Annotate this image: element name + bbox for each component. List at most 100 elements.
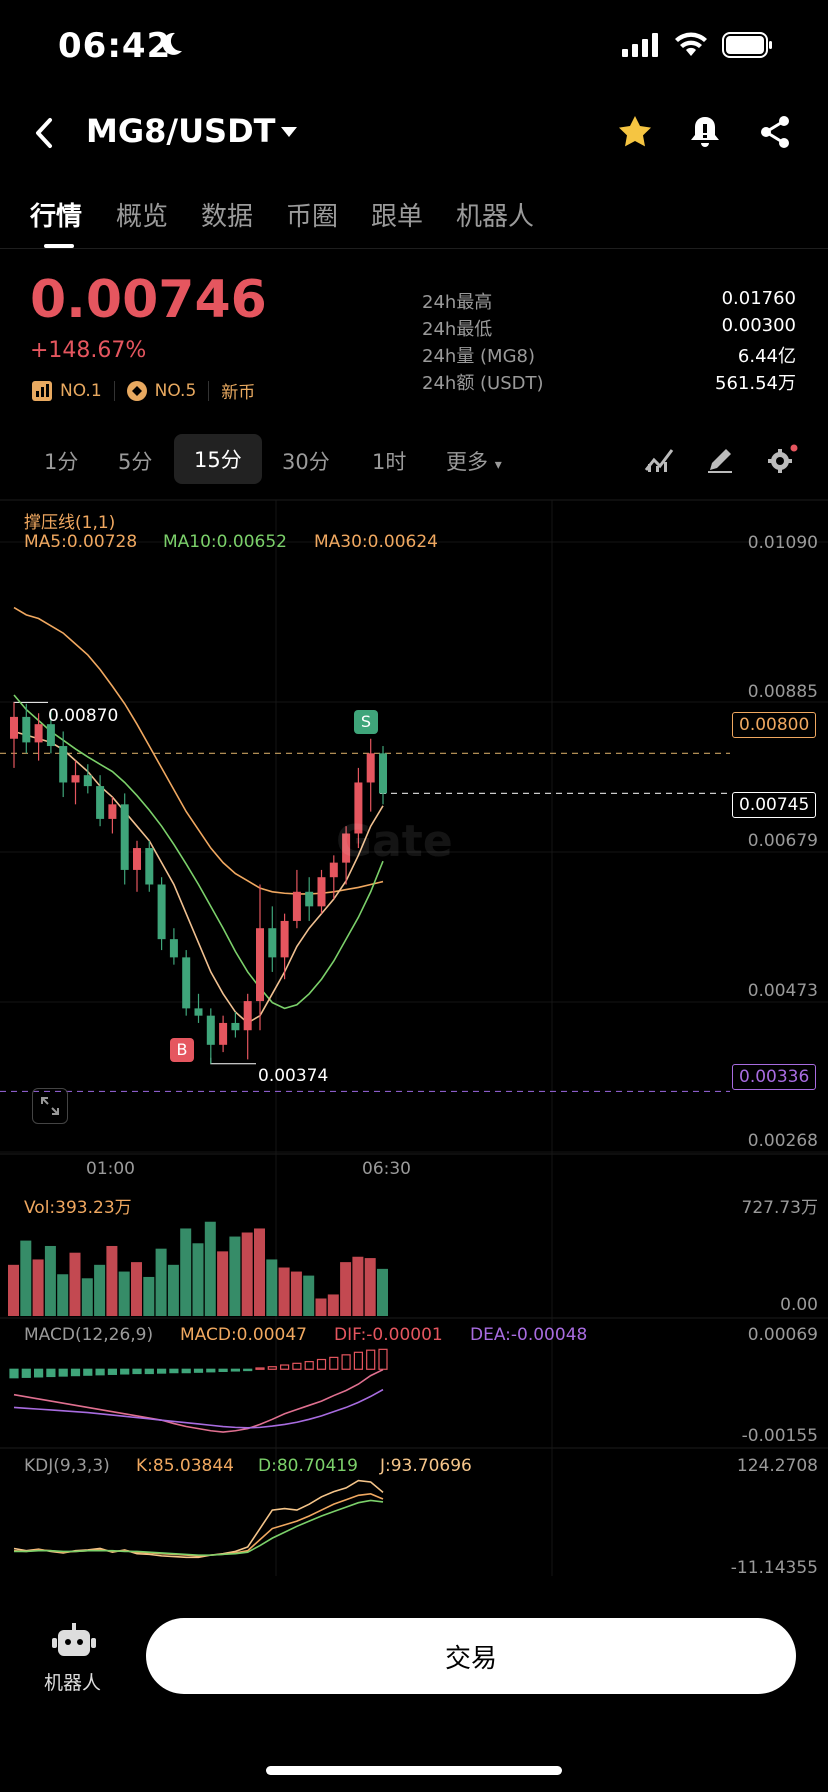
macd-histogram-bar xyxy=(292,1362,302,1370)
candle-body xyxy=(157,884,166,940)
buy-marker[interactable]: B xyxy=(170,1038,194,1062)
volume-bar xyxy=(180,1228,192,1316)
price-alert-bell-icon[interactable] xyxy=(688,114,722,150)
kdj-y-bottom: -11.14355 xyxy=(730,1558,818,1578)
chart-settings-gear-icon[interactable] xyxy=(766,444,798,476)
ma10-line xyxy=(13,694,384,1010)
rank-badges: NO.1 NO.5 新币 xyxy=(32,378,255,403)
gate-watermark: Gate xyxy=(336,816,453,867)
dea-value: DEA:-0.00048 xyxy=(470,1325,588,1345)
indicator-chart-icon[interactable] xyxy=(644,446,674,474)
share-icon[interactable] xyxy=(758,114,792,150)
volume-bar xyxy=(32,1259,44,1316)
ma10-label: MA10:0.00652 xyxy=(163,532,287,552)
candle-body xyxy=(22,716,31,743)
macd-histogram-bar xyxy=(267,1366,277,1370)
stat-label: 24h额 (USDT) xyxy=(422,373,544,394)
macd-histogram-bar xyxy=(243,1368,253,1372)
price-change-percent: +148.67% xyxy=(30,338,147,363)
candle-body xyxy=(46,724,55,747)
volume-bar xyxy=(69,1252,81,1316)
volume-bar xyxy=(155,1248,167,1316)
timeframe-1h[interactable]: 1时 xyxy=(372,450,407,474)
macd-histogram-bar xyxy=(107,1368,118,1375)
volume-bar xyxy=(340,1262,352,1316)
volume-label: Vol:393.23万 xyxy=(24,1198,132,1218)
volume-bar xyxy=(229,1236,241,1316)
current-price-tag: 0.00745 xyxy=(732,792,817,818)
rank-badge-2[interactable]: NO.5 xyxy=(154,380,197,401)
sell-marker[interactable]: S xyxy=(354,710,378,734)
macd-histogram-bar xyxy=(120,1368,130,1375)
candle-body xyxy=(10,716,18,739)
trade-button[interactable]: 交易 xyxy=(146,1618,796,1694)
timeframe-30m[interactable]: 30分 xyxy=(282,450,330,474)
timeframe-15m[interactable]: 15分 xyxy=(174,434,262,484)
dea-line xyxy=(13,1388,384,1429)
candle-body xyxy=(34,724,43,743)
back-arrow-icon[interactable] xyxy=(30,116,58,150)
macd-histogram-bar xyxy=(193,1368,204,1373)
macd-histogram-bar xyxy=(353,1351,363,1370)
tab-overview[interactable]: 概览 xyxy=(116,202,169,232)
y-axis-tick: 0.00679 xyxy=(747,831,818,851)
macd-histogram-bar xyxy=(316,1358,327,1370)
support-price-tag: 0.00336 xyxy=(732,1064,817,1090)
section-tabs: 行情 概览 数据 币圈 跟单 机器人 xyxy=(0,196,828,249)
low-leader-line xyxy=(210,1057,256,1065)
cellular-signal-icon xyxy=(622,33,658,57)
pair-selector[interactable]: MG8/USDT xyxy=(86,112,276,150)
tab-copy-trade[interactable]: 跟单 xyxy=(371,202,424,232)
tab-community[interactable]: 币圈 xyxy=(286,202,339,232)
macd-histogram-bar xyxy=(95,1368,105,1376)
y-axis-tick: 0.00473 xyxy=(747,981,818,1001)
timeframe-more[interactable]: 更多 ▾ xyxy=(446,446,502,476)
kdj-title: KDJ(9,3,3) xyxy=(24,1456,110,1476)
tab-data[interactable]: 数据 xyxy=(201,202,254,232)
stat-value: 0.00300 xyxy=(721,315,796,336)
stat-label: 24h最高 xyxy=(422,292,493,313)
rank-badge-1[interactable]: NO.1 xyxy=(60,380,102,401)
candle-body xyxy=(280,920,289,958)
ma5-line xyxy=(13,730,384,1024)
timeframe-5m[interactable]: 5分 xyxy=(118,450,153,474)
volume-bar xyxy=(143,1276,155,1316)
macd-histogram-bar xyxy=(9,1368,19,1379)
star-favorite-icon[interactable] xyxy=(616,114,654,150)
chevron-down-icon[interactable] xyxy=(280,126,298,138)
draw-pencil-icon[interactable] xyxy=(706,446,734,474)
volume-bar xyxy=(57,1274,69,1316)
stat-value: 6.44亿 xyxy=(737,346,796,367)
support-resistance-indicator-label[interactable]: 撑压线(1,1) xyxy=(24,513,116,533)
candle-body xyxy=(379,753,387,794)
candle-body xyxy=(59,746,68,783)
robot-label[interactable]: 机器人 xyxy=(44,1672,102,1694)
volume-bar xyxy=(118,1271,130,1316)
macd-histogram-bar xyxy=(157,1368,167,1374)
coin-rank-icon xyxy=(126,380,147,401)
kline-chart[interactable] xyxy=(0,496,828,1576)
robot-icon[interactable] xyxy=(48,1620,100,1662)
timeframe-1m[interactable]: 1分 xyxy=(44,450,79,474)
volume-bar xyxy=(352,1256,364,1316)
candle-body xyxy=(120,804,129,870)
macd-histogram-bar xyxy=(33,1368,44,1378)
fullscreen-expand-button[interactable] xyxy=(32,1088,68,1124)
tab-market[interactable]: 行情 xyxy=(30,202,83,232)
macd-histogram-bar xyxy=(58,1368,68,1377)
candle-body xyxy=(108,804,117,819)
volume-bar xyxy=(204,1221,216,1316)
macd-histogram-bar xyxy=(366,1349,376,1370)
macd-histogram-bar xyxy=(304,1361,314,1370)
macd-y-top: 0.00069 xyxy=(747,1325,818,1345)
volume-bar xyxy=(217,1251,229,1316)
last-price: 0.00746 xyxy=(30,270,267,330)
y-axis-tick: 0.01090 xyxy=(747,533,818,553)
candle-body xyxy=(145,848,154,885)
tab-bots[interactable]: 机器人 xyxy=(456,202,535,232)
volume-y-bottom: 0.00 xyxy=(780,1295,818,1315)
y-axis-tick: 0.00885 xyxy=(747,682,818,702)
high-leader-line xyxy=(13,701,48,709)
macd-histogram-bar xyxy=(378,1348,388,1370)
new-coin-badge[interactable]: 新币 xyxy=(221,383,256,403)
